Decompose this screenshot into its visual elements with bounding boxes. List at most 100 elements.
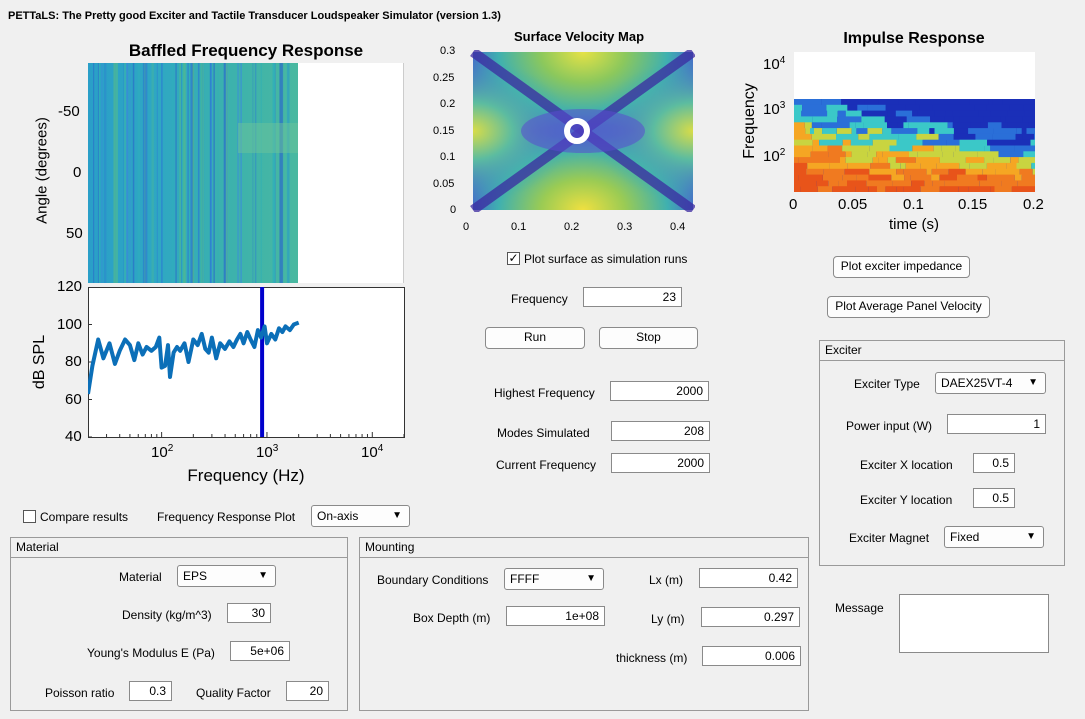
poisson-ratio-input[interactable]: 0.3 xyxy=(129,681,172,701)
spl-ylabel: dB SPL xyxy=(31,334,48,390)
spectrogram-cell xyxy=(906,116,930,123)
heatmap-streak xyxy=(126,63,129,283)
spectrogram-cell xyxy=(946,139,960,146)
spectrogram-cell xyxy=(812,145,828,152)
spectrogram-cell xyxy=(882,151,909,158)
boundary-conditions-dropdown[interactable]: FFFF ▼ xyxy=(504,568,604,590)
spectrogram-cell xyxy=(891,128,918,135)
spectrogram-cell xyxy=(909,151,918,158)
heatmap-streaks xyxy=(93,63,298,283)
heatmap-streak xyxy=(175,63,177,283)
spectrogram-cell xyxy=(1014,174,1022,181)
power-input-field[interactable]: 1 xyxy=(947,414,1046,434)
density-input[interactable]: 30 xyxy=(227,603,271,623)
spectrogram-cell xyxy=(953,133,976,141)
spectrogram-cell xyxy=(844,168,870,176)
quality-factor-input[interactable]: 20 xyxy=(286,681,329,701)
spectrogram-cell xyxy=(959,116,984,123)
spectrogram-cell xyxy=(983,116,1001,123)
angle-tick: -50 xyxy=(58,103,80,120)
freq-x-tick: 102 xyxy=(151,443,174,461)
spectrogram-cell xyxy=(917,151,943,158)
heatmap-streak xyxy=(240,63,242,283)
spectrogram-cell xyxy=(804,122,812,129)
heatmap-streak xyxy=(93,63,95,283)
impulse-x-tick: 0.1 xyxy=(903,196,924,213)
plot-average-panel-velocity-button[interactable]: Plot Average Panel Velocity xyxy=(827,296,990,318)
spectrogram-cell xyxy=(931,168,949,176)
spectrogram-cell xyxy=(1002,99,1009,106)
compare-results-checkbox[interactable] xyxy=(23,510,36,523)
spectrogram-cell xyxy=(992,133,1016,141)
material-dropdown[interactable]: EPS ▼ xyxy=(177,565,276,587)
spl-plot-area xyxy=(88,287,405,438)
spectrogram-cell xyxy=(842,145,870,152)
heatmap-streak xyxy=(137,63,140,283)
freq-x-tick: 103 xyxy=(256,443,279,461)
spectrogram-cell xyxy=(982,168,996,176)
spectrogram-cell xyxy=(798,139,813,146)
spectrogram-cell xyxy=(930,116,945,123)
heatmap-streak xyxy=(104,63,107,283)
exciter-y-input[interactable]: 0.5 xyxy=(973,488,1015,508)
spectrogram-cell xyxy=(1017,116,1023,123)
spectrogram-cell xyxy=(942,145,956,152)
run-button[interactable]: Run xyxy=(485,327,585,349)
exciter-position-marker xyxy=(564,118,590,144)
spectrogram-cell xyxy=(847,162,871,170)
frequency-response-plot-dropdown[interactable]: On-axis ▼ xyxy=(311,505,410,527)
spectrogram-cell xyxy=(944,180,970,187)
exciter-magnet-dropdown[interactable]: Fixed ▼ xyxy=(944,526,1044,548)
spectrogram-cell xyxy=(954,128,969,135)
plot-surface-checkbox[interactable]: ✓ xyxy=(507,251,520,265)
spectrogram-cell xyxy=(896,139,923,146)
box-depth-input[interactable]: 1e+08 xyxy=(506,606,605,626)
spectrogram-cell xyxy=(952,110,970,117)
spectrogram-cell xyxy=(882,128,892,135)
plot-exciter-impedance-button[interactable]: Plot exciter impedance xyxy=(833,256,970,278)
spectrogram-cell xyxy=(1014,145,1035,152)
thickness-input[interactable]: 0.006 xyxy=(702,646,801,666)
exciter-x-input[interactable]: 0.5 xyxy=(973,453,1015,473)
spectrogram-cell xyxy=(794,133,812,141)
exciter-type-dropdown[interactable]: DAEX25VT-4 ▼ xyxy=(935,372,1046,394)
current-frequency-input[interactable]: 2000 xyxy=(611,453,710,473)
surface-plot-title: Surface Velocity Map xyxy=(513,29,645,44)
youngs-modulus-input[interactable]: 5e+06 xyxy=(230,641,290,661)
spectrogram-cell xyxy=(995,168,1020,176)
stop-button[interactable]: Stop xyxy=(599,327,698,349)
ly-input[interactable]: 0.297 xyxy=(701,607,800,627)
spectrogram-cell xyxy=(838,180,847,187)
modes-simulated-input[interactable]: 208 xyxy=(611,421,710,441)
spectrogram-cell xyxy=(916,99,942,106)
spectrogram-cell xyxy=(978,110,991,117)
spectrogram-cell xyxy=(845,151,852,158)
spectrogram-cell xyxy=(842,174,857,181)
spectrogram-cell xyxy=(864,99,879,106)
material-label: Material xyxy=(119,570,162,584)
surface-x-tick: 0 xyxy=(463,221,470,233)
spl-tick: 80 xyxy=(65,353,82,370)
spectrogram-cell xyxy=(952,122,971,129)
spectrogram-cell xyxy=(866,180,893,187)
spectrogram-cell xyxy=(842,139,851,146)
spectrogram-cell xyxy=(1017,180,1035,187)
spectrogram-cell xyxy=(827,145,842,152)
spectrogram-cell xyxy=(878,99,889,106)
message-box[interactable] xyxy=(899,594,1049,653)
highest-frequency-input[interactable]: 2000 xyxy=(610,381,709,401)
spectrogram-cell xyxy=(988,99,993,106)
spectrogram-cell xyxy=(915,162,921,170)
spectrogram-cell xyxy=(828,180,839,187)
heatmap-streak xyxy=(197,63,200,283)
spectrogram-cell xyxy=(872,157,879,164)
spectrogram-cell xyxy=(812,116,838,123)
spectrogram-cell xyxy=(811,133,836,141)
spectrogram-cell xyxy=(850,139,873,146)
spectrogram-cell xyxy=(1015,133,1023,141)
heatmap-streak xyxy=(123,63,126,283)
spectrogram-cell xyxy=(888,99,899,106)
spectrogram-cell xyxy=(1006,162,1017,170)
frequency-input[interactable]: 23 xyxy=(583,287,682,307)
lx-input[interactable]: 0.42 xyxy=(699,568,798,588)
